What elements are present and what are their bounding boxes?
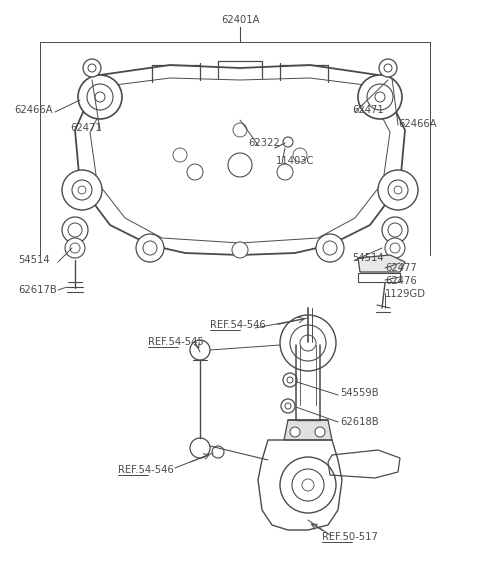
Circle shape bbox=[388, 223, 402, 237]
Circle shape bbox=[143, 241, 157, 255]
Circle shape bbox=[292, 469, 324, 501]
Circle shape bbox=[277, 164, 293, 180]
Circle shape bbox=[95, 92, 105, 102]
Circle shape bbox=[281, 399, 295, 413]
Circle shape bbox=[70, 243, 80, 253]
Circle shape bbox=[293, 148, 307, 162]
Text: 54559B: 54559B bbox=[340, 388, 379, 398]
Circle shape bbox=[88, 64, 96, 72]
Circle shape bbox=[379, 59, 397, 77]
Circle shape bbox=[358, 75, 402, 119]
Circle shape bbox=[290, 427, 300, 437]
Text: 11403C: 11403C bbox=[276, 156, 314, 166]
Circle shape bbox=[385, 238, 405, 258]
Text: REF.50-517: REF.50-517 bbox=[322, 532, 378, 542]
Circle shape bbox=[367, 84, 393, 110]
Circle shape bbox=[87, 84, 113, 110]
Circle shape bbox=[394, 186, 402, 194]
Circle shape bbox=[72, 180, 92, 200]
Circle shape bbox=[375, 92, 385, 102]
Circle shape bbox=[83, 59, 101, 77]
Text: 62476: 62476 bbox=[385, 276, 417, 286]
Circle shape bbox=[390, 243, 400, 253]
Circle shape bbox=[187, 164, 203, 180]
Circle shape bbox=[232, 242, 248, 258]
Circle shape bbox=[233, 123, 247, 137]
Text: REF.54-546: REF.54-546 bbox=[118, 465, 174, 475]
Circle shape bbox=[228, 153, 252, 177]
Text: 62466A: 62466A bbox=[14, 105, 53, 115]
Text: 62401A: 62401A bbox=[221, 15, 259, 25]
Text: REF.54-546: REF.54-546 bbox=[210, 320, 266, 330]
Circle shape bbox=[287, 377, 293, 383]
Circle shape bbox=[302, 479, 314, 491]
Circle shape bbox=[190, 438, 210, 458]
Circle shape bbox=[388, 180, 408, 200]
Circle shape bbox=[62, 217, 88, 243]
Text: 62477: 62477 bbox=[385, 263, 417, 273]
Text: 1129GD: 1129GD bbox=[385, 289, 426, 299]
Circle shape bbox=[283, 137, 293, 147]
Text: 62617B: 62617B bbox=[18, 285, 57, 295]
Circle shape bbox=[78, 75, 122, 119]
Circle shape bbox=[190, 340, 210, 360]
Circle shape bbox=[315, 427, 325, 437]
Circle shape bbox=[316, 234, 344, 262]
Circle shape bbox=[65, 238, 85, 258]
Circle shape bbox=[68, 223, 82, 237]
Text: REF.54-545: REF.54-545 bbox=[148, 337, 204, 347]
Text: 54514: 54514 bbox=[18, 255, 49, 265]
Circle shape bbox=[62, 170, 102, 210]
Circle shape bbox=[378, 170, 418, 210]
Circle shape bbox=[384, 64, 392, 72]
Circle shape bbox=[285, 403, 291, 409]
Circle shape bbox=[300, 335, 316, 351]
Circle shape bbox=[136, 234, 164, 262]
Circle shape bbox=[280, 315, 336, 371]
Text: 62466A: 62466A bbox=[398, 119, 437, 129]
Text: 62471: 62471 bbox=[352, 105, 384, 115]
Polygon shape bbox=[284, 420, 332, 440]
Text: 62618B: 62618B bbox=[340, 417, 379, 427]
Circle shape bbox=[290, 325, 326, 361]
Text: 62471: 62471 bbox=[70, 123, 102, 133]
Circle shape bbox=[382, 217, 408, 243]
Circle shape bbox=[212, 446, 224, 458]
Circle shape bbox=[173, 148, 187, 162]
Text: 54514: 54514 bbox=[352, 253, 384, 263]
Circle shape bbox=[280, 457, 336, 513]
Text: 62322: 62322 bbox=[248, 138, 280, 148]
Circle shape bbox=[283, 373, 297, 387]
Circle shape bbox=[78, 186, 86, 194]
Circle shape bbox=[323, 241, 337, 255]
Polygon shape bbox=[358, 255, 405, 272]
